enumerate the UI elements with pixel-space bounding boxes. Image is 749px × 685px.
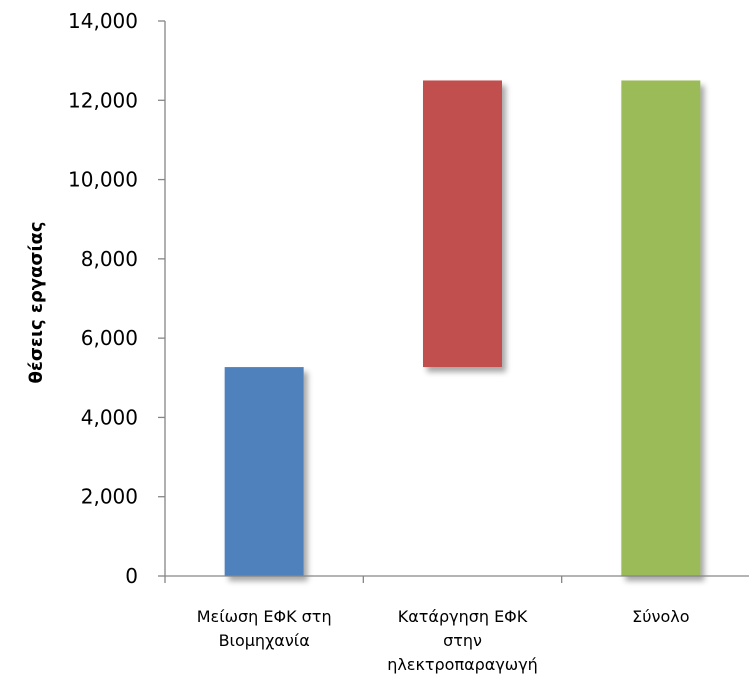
y-tick-label: 4,000 [81, 405, 138, 429]
y-tick-label: 14,000 [68, 9, 138, 33]
bar [224, 367, 304, 576]
y-tick-label: 8,000 [81, 247, 138, 271]
axes [164, 21, 749, 577]
x-category-label-line: ηλεκτροπαραγωγή [387, 655, 538, 674]
bar [423, 80, 502, 368]
x-category-label-line: στην [443, 631, 482, 650]
y-axis-title: θέσεις εργασίας [26, 222, 47, 384]
bars [224, 80, 701, 576]
y-tick-label: 12,000 [68, 88, 138, 112]
x-category-label: Μείωση ΕΦΚ στη Βιομηχανία [197, 607, 332, 650]
y-tick-label: 0 [125, 564, 138, 588]
y-tick-label: 10,000 [68, 168, 138, 192]
y-tick-label: 6,000 [81, 326, 138, 350]
y-tick-label: 2,000 [81, 485, 138, 509]
x-category-label: Κατάργηση ΕΦΚ στην ηλεκτροπαραγωγή [387, 607, 538, 674]
x-category-label-line: Μείωση ΕΦΚ στη [197, 607, 332, 626]
x-category-label-line: Σύνολο [632, 607, 689, 626]
x-category-label-line: Κατάργηση ΕΦΚ [398, 607, 528, 626]
y-axis-ticks: 0 2,000 4,000 6,000 8,000 10,000 12,000 14,000 [68, 9, 165, 588]
x-category-label: Σύνολο [632, 607, 689, 626]
x-axis-categories: Μείωση ΕΦΚ στη Βιομηχανία Κατάργηση ΕΦΚ στη… [164, 576, 690, 674]
bar [621, 80, 701, 576]
x-category-label-line: Βιομηχανία [219, 631, 310, 650]
